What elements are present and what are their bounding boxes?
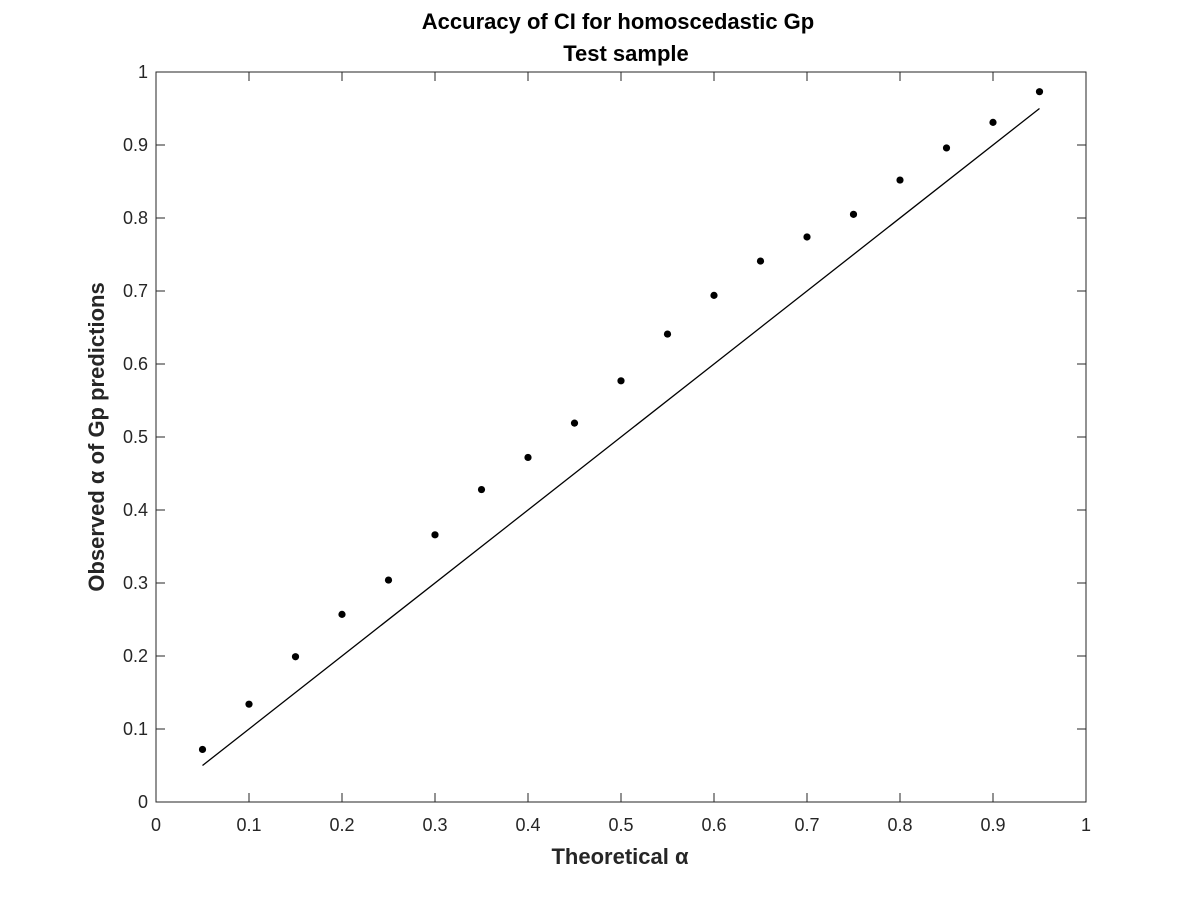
y-tick-label: 1: [138, 62, 148, 82]
x-tick-label: 0.6: [701, 815, 726, 835]
x-tick-label: 0.4: [515, 815, 540, 835]
data-point: [291, 653, 300, 661]
x-tick-label: 1: [1081, 815, 1091, 835]
chart-title: Accuracy of CI for homoscedastic Gp: [422, 9, 814, 34]
x-axis-label: Theoretical α: [551, 844, 688, 869]
y-tick-label: 0.5: [123, 427, 148, 447]
data-point: [431, 531, 439, 539]
data-point: [477, 485, 486, 494]
y-tick-label: 0: [138, 792, 148, 812]
chart-subtitle: Test sample: [563, 41, 689, 66]
y-tick-label: 0.1: [123, 719, 148, 739]
x-tick-label: 0.1: [236, 815, 261, 835]
x-axis-ticks: 0 0.1 0.2 0.3 0.4 0.5 0.6 0.7 0.8 0.9 1: [151, 72, 1091, 835]
data-point: [617, 377, 625, 385]
data-point: [338, 610, 346, 618]
data-point: [849, 210, 858, 218]
x-tick-label: 0.3: [422, 815, 447, 835]
data-point: [663, 330, 672, 338]
data-point: [710, 291, 718, 299]
y-tick-label: 0.8: [123, 208, 148, 228]
data-point: [245, 700, 253, 708]
data-point: [524, 453, 532, 462]
x-tick-label: 0: [151, 815, 161, 835]
plot-area: 0 0.1 0.2 0.3 0.4 0.5 0.6 0.7 0.8 0.9 1 0 0.1 0.2 0.3…: [123, 62, 1091, 835]
y-axis-ticks: 0 0.1 0.2 0.3 0.4 0.5 0.6 0.7 0.8 0.9 1: [123, 62, 1086, 812]
y-tick-label: 0.7: [123, 281, 148, 301]
y-axis-label: Observed α of Gp predictions: [84, 282, 109, 591]
data-point: [942, 144, 951, 152]
x-tick-label: 0.9: [980, 815, 1005, 835]
data-point: [756, 257, 765, 265]
data-point: [1035, 88, 1044, 96]
data-point: [198, 745, 207, 754]
series-layer: [198, 88, 1044, 767]
x-tick-label: 0.8: [887, 815, 912, 835]
x-tick-label: 0.7: [794, 815, 819, 835]
data-point: [989, 118, 997, 126]
y-tick-label: 0.6: [123, 354, 148, 374]
y-tick-label: 0.2: [123, 646, 148, 666]
x-tick-label: 0.2: [329, 815, 354, 835]
y-tick-label: 0.3: [123, 573, 148, 593]
data-point: [896, 176, 904, 184]
data-point: [570, 419, 579, 427]
y-tick-label: 0.4: [123, 500, 148, 520]
data-point: [384, 576, 393, 584]
x-tick-label: 0.5: [608, 815, 633, 835]
data-point: [803, 233, 811, 241]
y-tick-label: 0.9: [123, 135, 148, 155]
reference-line: [202, 107, 1040, 767]
